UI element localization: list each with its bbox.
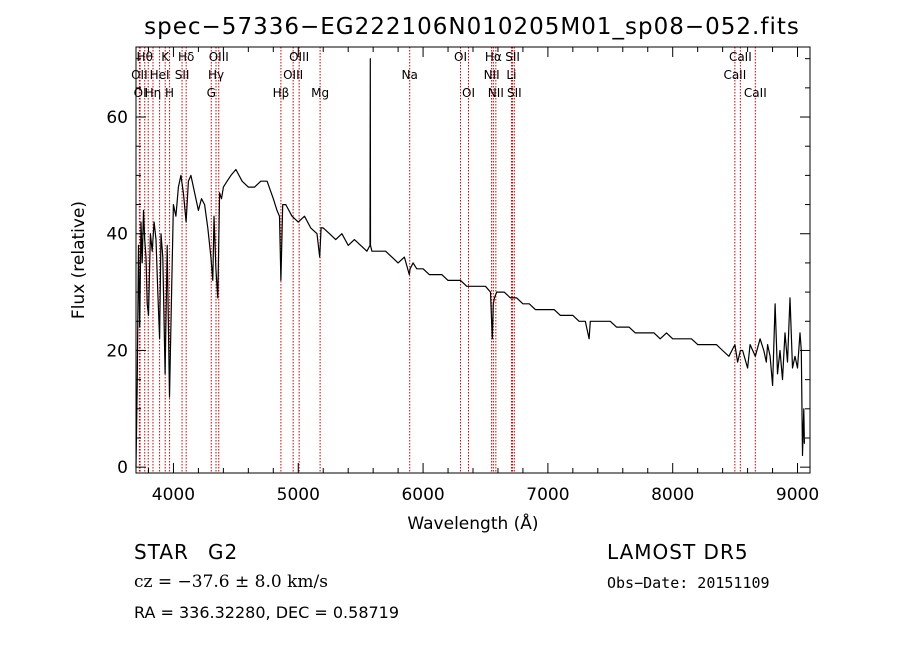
- spectral-line-label: SII: [507, 86, 522, 100]
- observation-date: Obs−Date: 20151109: [607, 574, 770, 592]
- y-tick-label: 0: [117, 458, 128, 478]
- x-tick-label: 9000: [776, 485, 819, 505]
- spectral-line-label: HeI: [150, 68, 170, 82]
- y-axis: 0 20 40 60: [106, 58, 810, 478]
- spectral-line-label: CaII: [744, 86, 767, 100]
- spectral-line-label: Hη: [145, 86, 162, 100]
- y-axis-label: Flux (relative): [69, 201, 89, 319]
- spectral-line-label: K: [161, 50, 170, 64]
- x-tick-label: 4000: [152, 485, 195, 505]
- spectral-line-markers: [138, 47, 756, 473]
- spectral-line-label: G: [207, 86, 216, 100]
- spectral-line-label: OI: [454, 50, 467, 64]
- y-tick-label: 60: [106, 108, 128, 128]
- spectral-line-label: Hδ: [178, 50, 194, 64]
- spectral-line-label: CaII: [723, 68, 746, 82]
- spectral-line-label: Hβ: [273, 86, 290, 100]
- object-class: STAR: [134, 540, 189, 564]
- spectral-line-label: OIII: [209, 50, 229, 64]
- x-tick-label: 5000: [277, 485, 320, 505]
- x-axis-label: Wavelength (Å): [407, 512, 538, 534]
- spectral-line-label: Li: [506, 68, 516, 82]
- spectrum-series-line: [135, 58, 805, 468]
- spectral-line-label: Hγ: [208, 68, 224, 82]
- x-tick-label: 6000: [401, 485, 444, 505]
- x-tick-label: 8000: [651, 485, 694, 505]
- spectral-line-label: NII: [484, 68, 500, 82]
- redshift-value: cz = −37.6 ± 8.0 km/s: [134, 572, 328, 592]
- spectral-line-label: OIII: [283, 68, 303, 82]
- spectral-line-label: SII: [505, 50, 520, 64]
- spectral-line-label: CaII: [729, 50, 752, 64]
- spectral-line-label: SII: [175, 68, 190, 82]
- spectral-line-label: H: [165, 86, 174, 100]
- y-tick-label: 20: [106, 341, 128, 361]
- plot-frame: [135, 46, 811, 474]
- spectral-line-label: Na: [402, 68, 418, 82]
- spectral-line-label: OI: [462, 86, 475, 100]
- x-axis: 4000 5000 6000 7000 8000 9000: [147, 47, 819, 505]
- object-subclass: G2: [208, 540, 239, 564]
- coordinates: RA = 336.32280, DEC = 0.58719: [134, 603, 400, 622]
- spectral-line-label: Hα: [485, 50, 502, 64]
- chart-title: spec−57336−EG222106N010205M01_sp08−052.f…: [144, 14, 800, 40]
- spectral-line-label: Hθ: [137, 50, 153, 64]
- spectral-line-label: OI: [134, 86, 147, 100]
- x-tick-label: 7000: [526, 485, 569, 505]
- y-tick-label: 40: [106, 225, 128, 245]
- survey-name: LAMOST DR5: [607, 540, 749, 564]
- series-layer: [135, 58, 805, 468]
- spectral-line-label: NII: [488, 86, 504, 100]
- spectral-line-label: OII: [131, 68, 148, 82]
- spectral-line-label: Mg: [311, 86, 329, 100]
- spectral-line-label: OIII: [289, 50, 309, 64]
